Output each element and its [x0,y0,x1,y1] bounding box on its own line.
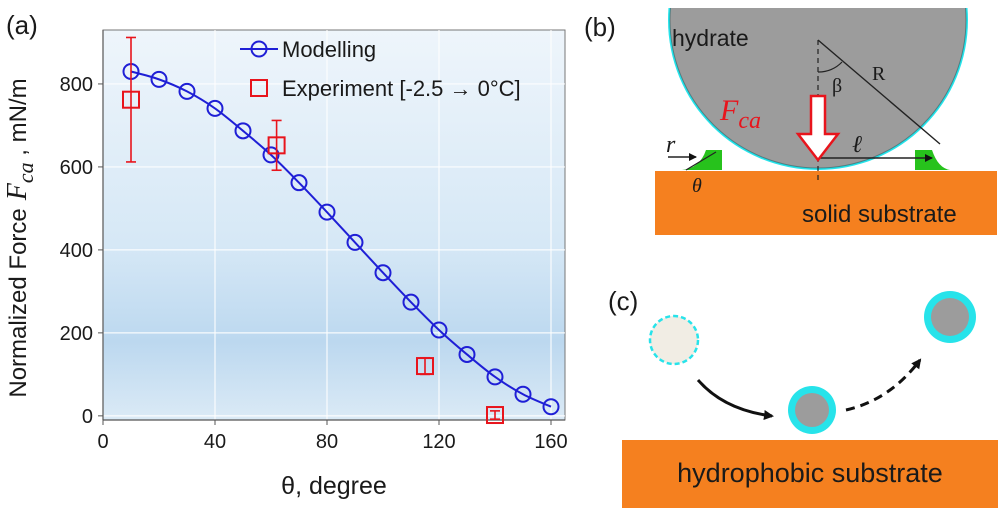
modelling-point [318,203,336,221]
hydrate-core-on-substrate [795,393,829,427]
x-axis-label: θ, degree [281,472,387,500]
diagram-panel-b: (b) [584,8,997,235]
liquid-bridge-right [915,150,950,170]
radius-line [817,39,941,145]
droplet [648,314,700,366]
beta-label: β [832,75,842,97]
modelling-point [402,293,420,311]
series-layer [122,36,560,425]
force-arrow [795,94,841,163]
contact-angle-line [685,151,717,171]
x-tick-label: 80 [316,431,338,453]
modelling-point [430,321,448,339]
detachment-arrow [845,358,922,412]
hydrophobic-substrate [622,440,998,508]
beta-arc [817,61,843,73]
l-label: ℓ [852,132,862,158]
solid-substrate-label: solid substrate [802,201,957,228]
modelling-point [206,99,224,117]
attachment-arrow [696,379,774,420]
x-tick-label: 160 [534,431,567,453]
y-axis-label: Normalized Force Fca , mN/m [2,78,38,397]
experiment-point [416,357,434,376]
y-tick-label: 200 [60,323,93,345]
modelling-point [262,146,280,164]
modelling-point [542,398,560,416]
hydrophobic-substrate-label: hydrophobic substrate [677,458,943,488]
legend: Modelling Experiment [-2.5 → 0°C] [240,37,521,101]
force-symbol: F [719,94,739,127]
modelling-point [514,385,532,403]
y-tick-label: 400 [60,240,93,262]
chart-panel-a: (a) 0 40 80 120 160 0 200 400 600 800 θ, degree N… [2,10,568,500]
hydrate-label: hydrate [672,25,749,51]
modelling-point [234,122,252,140]
modelling-point [150,70,168,88]
x-tick-label: 40 [204,431,226,453]
modelling-point [178,82,196,100]
modelling-point [486,368,504,386]
y-axis-label-symbol: F [2,182,33,201]
modelling-point [290,174,308,192]
y-axis-label-text: Normalized Force [5,208,32,397]
y-axis-label-unit: , mN/m [5,78,32,162]
legend-marker-experiment [250,79,268,97]
y-tick-label: 600 [60,157,93,179]
experiment-point [122,90,140,109]
modelling-point [374,264,392,282]
x-tick-label: 120 [422,431,455,453]
r-label: r [666,132,676,158]
radius-label: R [872,63,886,85]
force-label: Fca [719,94,761,134]
panel-label-a: (a) [6,10,38,40]
experiment-point [267,136,286,155]
y-tick-label: 800 [60,74,93,96]
x-tick-label: 0 [97,431,108,453]
solid-substrate [655,171,997,235]
legend-label-modelling: Modelling [282,37,376,62]
panel-label-b: (b) [584,12,616,42]
hydrate-core-detached [931,298,969,336]
theta-label: θ [692,175,702,197]
ticks: 0 40 80 120 160 0 200 400 600 800 [60,74,568,453]
legend-marker-modelling [250,40,268,58]
legend-label-experiment: Experiment [-2.5 → 0°C] [282,76,521,101]
modelling-line [130,70,552,408]
y-axis-label-subscript: ca [13,162,38,183]
y-tick-label: 0 [82,406,93,428]
force-subscript: ca [738,108,761,134]
diagram-panel-c: (c) hydrophobic substrate [608,286,998,508]
modelling-point [458,345,476,363]
experiment-point [486,406,504,425]
panel-label-c: (c) [608,286,638,316]
svg-text:Normalized ForceFca , mN/m: Normalized Force Fca , mN/m [2,78,38,397]
modelling-point [346,233,364,251]
